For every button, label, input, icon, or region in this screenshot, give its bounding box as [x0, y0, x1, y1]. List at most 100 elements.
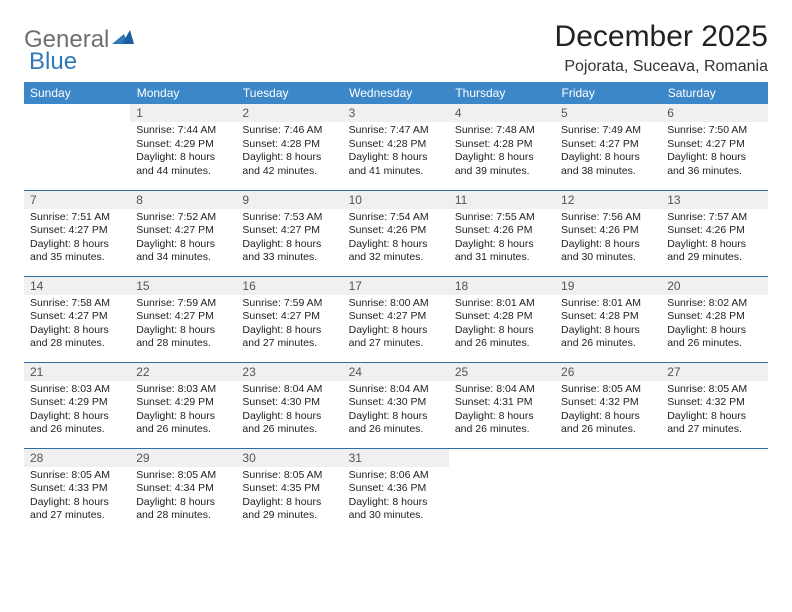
sunrise-line: Sunrise: 7:52 AM [136, 211, 230, 225]
daylight-line: Daylight: 8 hours and 29 minutes. [667, 238, 761, 265]
sunrise-line: Sunrise: 8:01 AM [561, 297, 655, 311]
sunrise-line: Sunrise: 7:46 AM [242, 124, 336, 138]
sunset-line: Sunset: 4:27 PM [349, 310, 443, 324]
day-number: 10 [343, 191, 449, 209]
daylight-line: Daylight: 8 hours and 30 minutes. [561, 238, 655, 265]
sunrise-line: Sunrise: 7:59 AM [136, 297, 230, 311]
weekday-header: Friday [555, 82, 661, 104]
sunrise-line: Sunrise: 8:05 AM [30, 469, 124, 483]
sunrise-line: Sunrise: 8:02 AM [667, 297, 761, 311]
day-number: 4 [449, 104, 555, 122]
calendar-day-cell: 8Sunrise: 7:52 AMSunset: 4:27 PMDaylight… [130, 190, 236, 276]
calendar-day-cell: 1Sunrise: 7:44 AMSunset: 4:29 PMDaylight… [130, 104, 236, 190]
sunset-line: Sunset: 4:30 PM [242, 396, 336, 410]
calendar-day-cell: 29Sunrise: 8:05 AMSunset: 4:34 PMDayligh… [130, 448, 236, 534]
sunset-line: Sunset: 4:26 PM [455, 224, 549, 238]
day-number [24, 104, 130, 122]
day-number: 18 [449, 277, 555, 295]
sunrise-line: Sunrise: 8:05 AM [242, 469, 336, 483]
day-number: 7 [24, 191, 130, 209]
day-number: 30 [236, 449, 342, 467]
sunset-line: Sunset: 4:31 PM [455, 396, 549, 410]
sunrise-line: Sunrise: 8:00 AM [349, 297, 443, 311]
daylight-line: Daylight: 8 hours and 26 minutes. [136, 410, 230, 437]
location-label: Pojorata, Suceava, Romania [555, 58, 768, 76]
day-details: Sunrise: 7:53 AMSunset: 4:27 PMDaylight:… [236, 209, 342, 270]
day-details: Sunrise: 8:02 AMSunset: 4:28 PMDaylight:… [661, 295, 767, 356]
sunrise-line: Sunrise: 7:58 AM [30, 297, 124, 311]
day-number: 20 [661, 277, 767, 295]
sunrise-line: Sunrise: 7:53 AM [242, 211, 336, 225]
daylight-line: Daylight: 8 hours and 33 minutes. [242, 238, 336, 265]
daylight-line: Daylight: 8 hours and 27 minutes. [242, 324, 336, 351]
day-number [661, 449, 767, 467]
sunrise-line: Sunrise: 8:03 AM [136, 383, 230, 397]
calendar-page: General December 2025 Pojorata, Suceava,… [0, 0, 792, 612]
logo-mark-icon [112, 28, 134, 53]
page-header: General December 2025 Pojorata, Suceava,… [24, 20, 768, 76]
weekday-header: Monday [130, 82, 236, 104]
sunrise-line: Sunrise: 8:04 AM [455, 383, 549, 397]
sunset-line: Sunset: 4:28 PM [349, 138, 443, 152]
day-details: Sunrise: 7:59 AMSunset: 4:27 PMDaylight:… [236, 295, 342, 356]
day-details: Sunrise: 8:04 AMSunset: 4:30 PMDaylight:… [343, 381, 449, 442]
day-number: 31 [343, 449, 449, 467]
calendar-day-cell: 30Sunrise: 8:05 AMSunset: 4:35 PMDayligh… [236, 448, 342, 534]
calendar-day-cell: 2Sunrise: 7:46 AMSunset: 4:28 PMDaylight… [236, 104, 342, 190]
daylight-line: Daylight: 8 hours and 34 minutes. [136, 238, 230, 265]
calendar-day-cell: 23Sunrise: 8:04 AMSunset: 4:30 PMDayligh… [236, 362, 342, 448]
daylight-line: Daylight: 8 hours and 30 minutes. [349, 496, 443, 523]
calendar-day-cell: 9Sunrise: 7:53 AMSunset: 4:27 PMDaylight… [236, 190, 342, 276]
sunrise-line: Sunrise: 8:05 AM [561, 383, 655, 397]
day-number: 27 [661, 363, 767, 381]
weekday-header: Tuesday [236, 82, 342, 104]
day-number: 9 [236, 191, 342, 209]
sunset-line: Sunset: 4:36 PM [349, 482, 443, 496]
day-number: 22 [130, 363, 236, 381]
day-number: 24 [343, 363, 449, 381]
calendar-day-cell: 19Sunrise: 8:01 AMSunset: 4:28 PMDayligh… [555, 276, 661, 362]
sunset-line: Sunset: 4:27 PM [242, 310, 336, 324]
day-number: 2 [236, 104, 342, 122]
sunset-line: Sunset: 4:28 PM [561, 310, 655, 324]
day-number: 23 [236, 363, 342, 381]
sunrise-line: Sunrise: 7:50 AM [667, 124, 761, 138]
sunset-line: Sunset: 4:27 PM [667, 138, 761, 152]
calendar-week-row: 21Sunrise: 8:03 AMSunset: 4:29 PMDayligh… [24, 362, 768, 448]
calendar-day-cell [449, 448, 555, 534]
sunrise-line: Sunrise: 7:51 AM [30, 211, 124, 225]
calendar-day-cell: 4Sunrise: 7:48 AMSunset: 4:28 PMDaylight… [449, 104, 555, 190]
calendar-day-cell: 7Sunrise: 7:51 AMSunset: 4:27 PMDaylight… [24, 190, 130, 276]
day-details: Sunrise: 8:05 AMSunset: 4:35 PMDaylight:… [236, 467, 342, 528]
day-details: Sunrise: 8:06 AMSunset: 4:36 PMDaylight:… [343, 467, 449, 528]
daylight-line: Daylight: 8 hours and 28 minutes. [30, 324, 124, 351]
sunset-line: Sunset: 4:28 PM [455, 138, 549, 152]
day-details: Sunrise: 7:56 AMSunset: 4:26 PMDaylight:… [555, 209, 661, 270]
day-details: Sunrise: 7:46 AMSunset: 4:28 PMDaylight:… [236, 122, 342, 183]
weekday-header-row: SundayMondayTuesdayWednesdayThursdayFrid… [24, 82, 768, 104]
sunset-line: Sunset: 4:35 PM [242, 482, 336, 496]
day-number: 21 [24, 363, 130, 381]
day-number [555, 449, 661, 467]
day-details: Sunrise: 8:03 AMSunset: 4:29 PMDaylight:… [130, 381, 236, 442]
day-details: Sunrise: 8:04 AMSunset: 4:31 PMDaylight:… [449, 381, 555, 442]
month-title: December 2025 [555, 20, 768, 54]
sunset-line: Sunset: 4:32 PM [561, 396, 655, 410]
daylight-line: Daylight: 8 hours and 26 minutes. [349, 410, 443, 437]
daylight-line: Daylight: 8 hours and 41 minutes. [349, 151, 443, 178]
sunrise-line: Sunrise: 8:03 AM [30, 383, 124, 397]
sunset-line: Sunset: 4:29 PM [30, 396, 124, 410]
sunset-line: Sunset: 4:28 PM [242, 138, 336, 152]
day-number: 8 [130, 191, 236, 209]
sunrise-line: Sunrise: 7:54 AM [349, 211, 443, 225]
sunrise-line: Sunrise: 8:05 AM [136, 469, 230, 483]
weekday-header: Sunday [24, 82, 130, 104]
title-block: December 2025 Pojorata, Suceava, Romania [555, 20, 768, 76]
sunset-line: Sunset: 4:28 PM [455, 310, 549, 324]
day-details: Sunrise: 7:50 AMSunset: 4:27 PMDaylight:… [661, 122, 767, 183]
day-number: 1 [130, 104, 236, 122]
day-details: Sunrise: 8:03 AMSunset: 4:29 PMDaylight:… [24, 381, 130, 442]
daylight-line: Daylight: 8 hours and 27 minutes. [30, 496, 124, 523]
calendar-day-cell: 31Sunrise: 8:06 AMSunset: 4:36 PMDayligh… [343, 448, 449, 534]
sunset-line: Sunset: 4:27 PM [242, 224, 336, 238]
